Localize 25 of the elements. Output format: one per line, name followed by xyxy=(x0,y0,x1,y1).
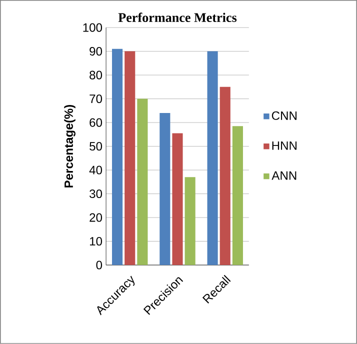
y-tick-label: 0 xyxy=(96,260,102,270)
legend-label: CNN xyxy=(272,111,296,120)
y-tick-label: 60 xyxy=(90,118,102,127)
bar xyxy=(124,51,136,266)
y-tick-label: 80 xyxy=(90,70,102,80)
y-tick-label: 20 xyxy=(90,213,102,222)
y-tick-label: 40 xyxy=(89,166,102,174)
bar xyxy=(112,48,123,266)
bar xyxy=(232,126,243,266)
bar xyxy=(160,113,170,266)
bar xyxy=(207,51,218,266)
legend-label: ANN xyxy=(272,171,296,180)
y-tick-label: 30 xyxy=(90,190,102,198)
bar xyxy=(137,98,148,266)
legend-label: HNN xyxy=(272,142,296,150)
bar xyxy=(172,133,183,266)
chart-title: Performance Metrics xyxy=(118,12,237,22)
y-tick-label: 50 xyxy=(90,142,102,151)
bar xyxy=(184,177,196,266)
y-tick-label: 70 xyxy=(90,94,102,104)
y-tick-label: 90 xyxy=(90,47,102,56)
y-tick-label: 10 xyxy=(90,237,102,246)
bar xyxy=(220,86,230,266)
y-tick-label: 100 xyxy=(83,23,102,32)
y-axis-title: Percentage(%) xyxy=(64,105,76,188)
